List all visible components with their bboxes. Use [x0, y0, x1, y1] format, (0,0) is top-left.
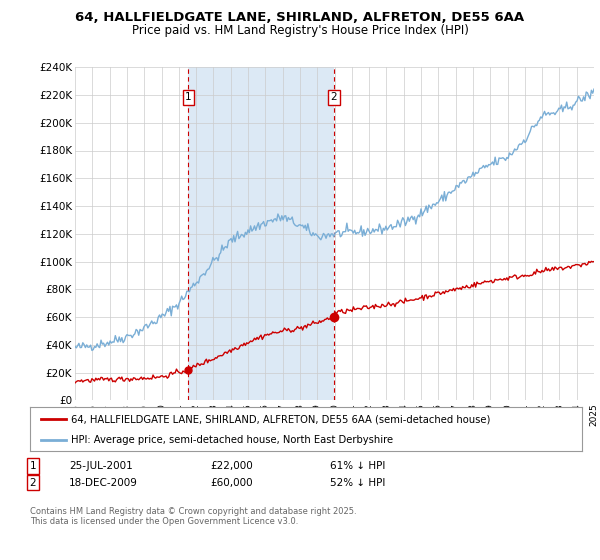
Text: Contains HM Land Registry data © Crown copyright and database right 2025.
This d: Contains HM Land Registry data © Crown c…	[30, 507, 356, 526]
Text: Price paid vs. HM Land Registry's House Price Index (HPI): Price paid vs. HM Land Registry's House …	[131, 24, 469, 36]
Text: £22,000: £22,000	[210, 461, 253, 471]
Text: 64, HALLFIELDGATE LANE, SHIRLAND, ALFRETON, DE55 6AA: 64, HALLFIELDGATE LANE, SHIRLAND, ALFRET…	[76, 11, 524, 24]
Bar	[188, 67, 334, 400]
Text: 1: 1	[29, 461, 37, 471]
Text: 52% ↓ HPI: 52% ↓ HPI	[330, 478, 385, 488]
Text: £60,000: £60,000	[210, 478, 253, 488]
Text: 64, HALLFIELDGATE LANE, SHIRLAND, ALFRETON, DE55 6AA (semi-detached house): 64, HALLFIELDGATE LANE, SHIRLAND, ALFRET…	[71, 414, 491, 424]
Text: HPI: Average price, semi-detached house, North East Derbyshire: HPI: Average price, semi-detached house,…	[71, 435, 394, 445]
Text: 18-DEC-2009: 18-DEC-2009	[69, 478, 138, 488]
Text: 61% ↓ HPI: 61% ↓ HPI	[330, 461, 385, 471]
Text: 2: 2	[331, 92, 337, 102]
Text: 25-JUL-2001: 25-JUL-2001	[69, 461, 133, 471]
Text: 2: 2	[29, 478, 37, 488]
Text: 1: 1	[185, 92, 192, 102]
